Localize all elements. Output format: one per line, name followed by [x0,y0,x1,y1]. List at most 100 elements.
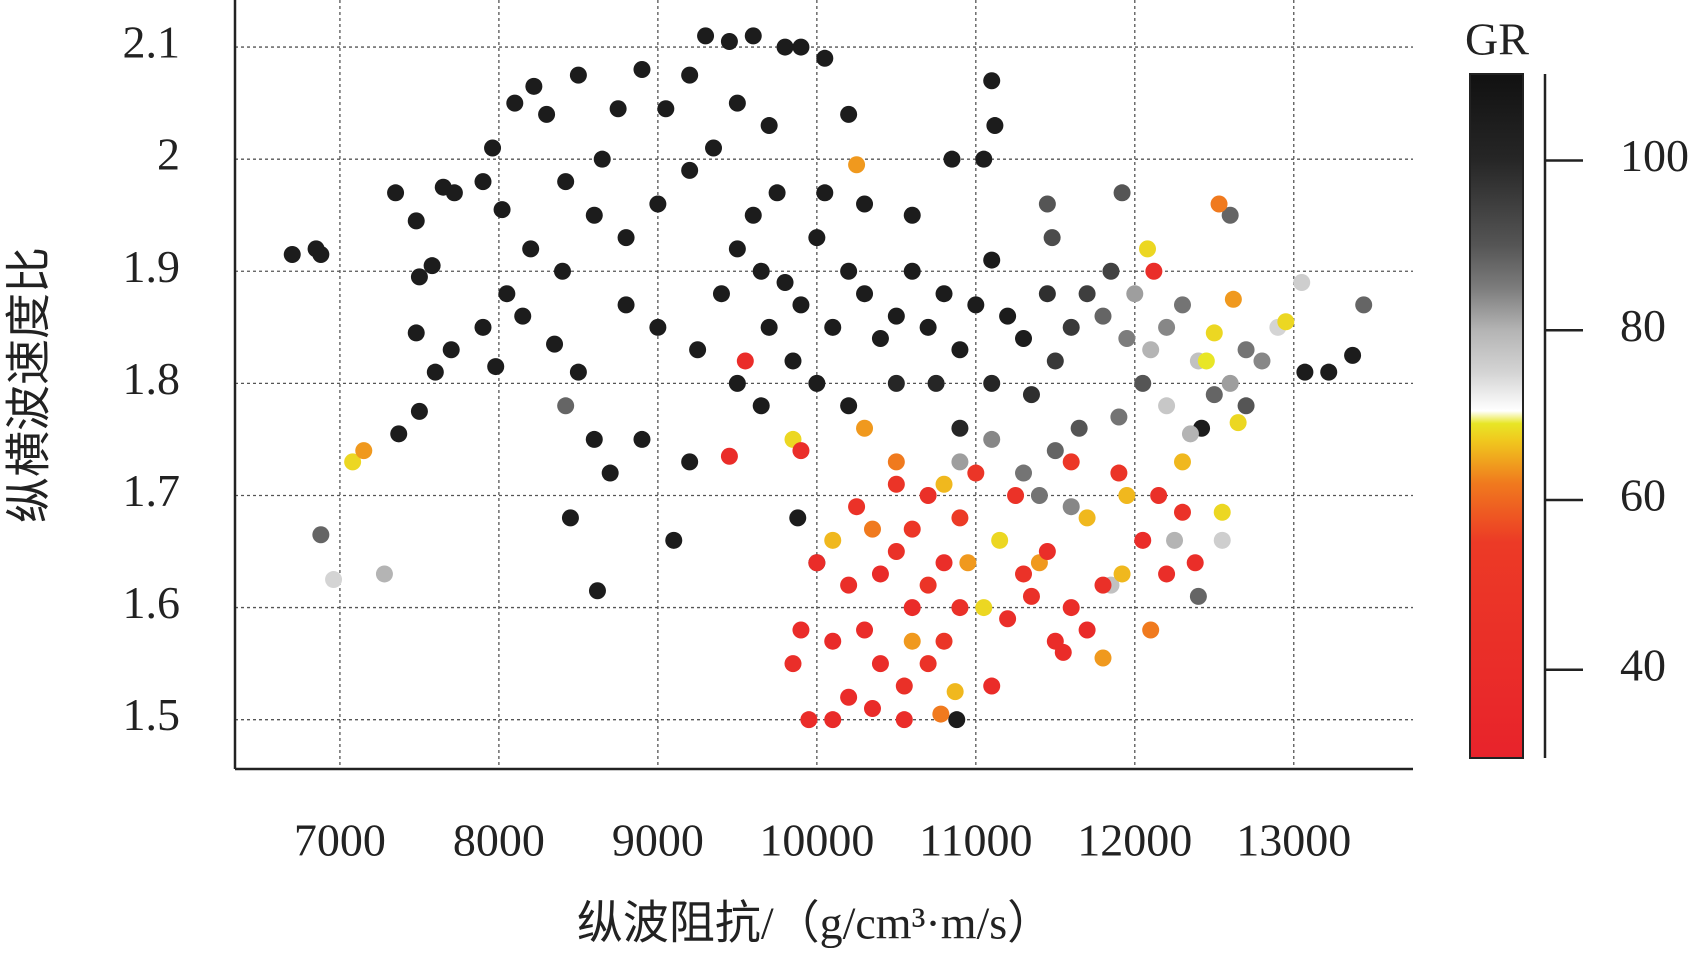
point [871,565,889,583]
point [840,262,858,280]
point [983,374,1001,392]
point [1142,341,1160,359]
point [697,27,715,45]
point [1166,531,1184,549]
point [1296,363,1314,381]
y-tick-label: 1.6 [123,577,181,628]
x-tick-label: 7000 [294,815,386,866]
point [1213,503,1231,521]
point [736,352,754,370]
point [1078,621,1096,639]
point [903,206,921,224]
point [946,683,964,701]
point [903,520,921,538]
point [1062,318,1080,336]
colorbar-label: GR [1465,14,1529,65]
x-tick-label: 8000 [453,815,545,866]
point [871,655,889,673]
point [445,184,463,202]
point [1078,285,1096,303]
point [948,711,966,729]
point [588,582,606,600]
point [1126,285,1144,303]
point [1229,414,1247,432]
point [887,543,905,561]
point [1253,352,1271,370]
point [681,453,699,471]
point [1221,206,1239,224]
point [800,711,818,729]
point [999,610,1017,628]
point [935,285,953,303]
point [840,688,858,706]
point [1139,240,1157,258]
point [1046,352,1064,370]
point [525,77,543,95]
point [1094,649,1112,667]
point [856,195,874,213]
point [1221,374,1239,392]
x-tick-label: 13000 [1236,815,1351,866]
point [792,442,810,460]
colorbar-tick-label: 80 [1620,300,1666,351]
point [768,184,786,202]
point [903,599,921,617]
point [728,94,746,112]
point [617,229,635,247]
point [932,705,950,723]
point [789,509,807,527]
point [808,374,826,392]
point [816,184,834,202]
point [720,447,738,465]
point [410,268,428,286]
point [856,419,874,437]
point [752,262,770,280]
point [546,335,564,353]
point [744,206,762,224]
point [689,341,707,359]
point [1043,229,1061,247]
y-tick-label: 1.9 [123,241,181,292]
point [410,402,428,420]
point [1070,419,1088,437]
point [1038,285,1056,303]
point [1237,341,1255,359]
point [585,206,603,224]
point [792,621,810,639]
point [728,374,746,392]
point [1142,621,1160,639]
point [951,341,969,359]
point [506,94,524,112]
x-tick-label: 9000 [612,815,704,866]
point [1007,486,1025,504]
point [1022,587,1040,605]
point [986,117,1004,135]
point [649,318,667,336]
point [1173,296,1191,314]
x-tick-label: 12000 [1077,815,1192,866]
point [498,285,516,303]
point [1094,307,1112,325]
point [856,285,874,303]
point [1237,397,1255,415]
point [387,184,405,202]
point [493,201,511,219]
point [442,341,460,359]
point [776,273,794,291]
point [919,576,937,594]
point [1181,425,1199,443]
point [609,100,627,118]
point [407,324,425,342]
point [760,117,778,135]
point [1094,576,1112,594]
point [808,229,826,247]
point [848,156,866,174]
point [848,498,866,516]
point [474,318,492,336]
point [312,245,330,263]
point [1145,262,1163,280]
point [1062,453,1080,471]
point [808,554,826,572]
point [1320,363,1338,381]
point [1293,273,1311,291]
